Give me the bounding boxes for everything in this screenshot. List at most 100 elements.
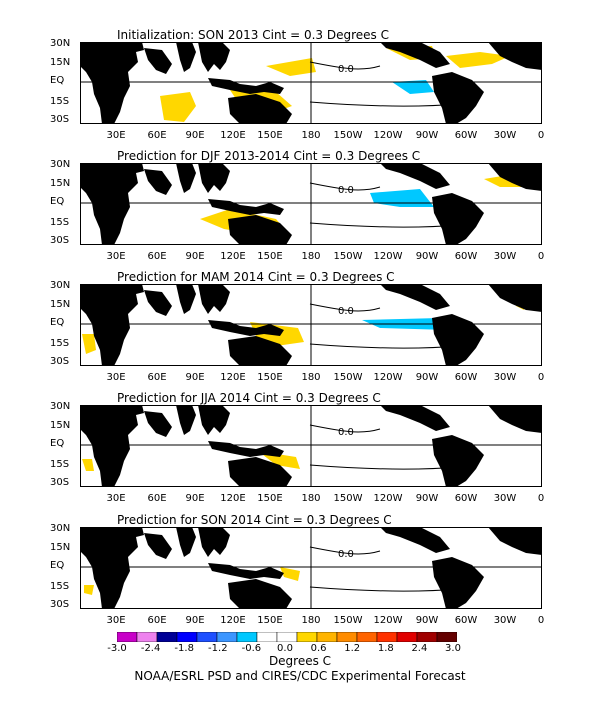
land-wafrica — [488, 284, 542, 312]
panel-title: Initialization: SON 2013 Cint = 0.3 Degr… — [117, 28, 389, 42]
longitude-label: 120E — [220, 251, 246, 262]
land-wafrica — [488, 405, 542, 433]
latitude-label: 15S — [50, 459, 70, 470]
longitude-label: 150W — [333, 251, 363, 262]
contour-line — [309, 303, 381, 312]
latitude-label: 15N — [50, 178, 71, 189]
longitude-label: 0 — [537, 251, 545, 262]
longitude-label: 90E — [185, 615, 205, 626]
land-australia — [228, 336, 292, 366]
longitude-label: 120E — [220, 615, 246, 626]
longitude-label: 0 — [537, 130, 545, 141]
latitude-label: 30S — [50, 477, 70, 488]
colorbar-tick-label: -1.2 — [208, 643, 228, 654]
longitude-label: 0 — [537, 493, 545, 504]
land-arabia — [144, 411, 172, 437]
land-australia — [228, 457, 292, 487]
sst-anomaly-map: 0.0 — [80, 527, 542, 609]
longitude-label: 90E — [185, 251, 205, 262]
colorbar-tick-label: -2.4 — [140, 643, 161, 654]
longitude-label: 90E — [185, 130, 205, 141]
longitude-label: 90E — [185, 372, 205, 383]
longitude-label: 60W — [454, 130, 478, 141]
contour-line — [309, 424, 381, 433]
land-arabia — [144, 533, 172, 559]
colorbar-swatch — [176, 631, 198, 643]
longitude-label: 90W — [415, 615, 439, 626]
land-australia — [228, 215, 292, 245]
land-seasia — [198, 284, 230, 314]
map-frame — [80, 405, 542, 487]
land-africa — [80, 42, 144, 124]
land-namerica — [380, 527, 450, 553]
colorbar-swatch — [436, 631, 458, 643]
land-namerica — [380, 405, 450, 431]
colorbar-tick-label: -1.8 — [174, 643, 194, 654]
latitude-label: 15N — [50, 57, 71, 68]
land-seasia — [198, 42, 230, 72]
contour-line — [309, 343, 461, 349]
latitude-label: 30S — [50, 235, 70, 246]
map-frame — [80, 284, 542, 366]
longitude-label: 120W — [373, 372, 403, 383]
longitude-label: 120W — [373, 615, 403, 626]
land-samerica — [432, 435, 484, 487]
land-wafrica — [488, 527, 542, 555]
longitude-label: 90W — [415, 130, 439, 141]
cold-anomaly — [392, 80, 434, 94]
longitude-label: 150E — [257, 372, 283, 383]
land-india — [176, 163, 196, 193]
contour-line — [309, 101, 461, 107]
contour-label: 0.0 — [338, 64, 354, 75]
latitude-label: EQ — [50, 438, 65, 449]
longitude-label: 180 — [301, 493, 321, 504]
colorbar-swatch — [236, 631, 258, 643]
land-seasia — [198, 405, 230, 435]
contour-label: 0.0 — [338, 306, 354, 317]
latitude-label: 30N — [50, 159, 71, 170]
panel-title: Prediction for SON 2014 Cint = 0.3 Degre… — [117, 513, 392, 527]
land-wafrica — [488, 42, 542, 70]
longitude-label: 30W — [493, 493, 517, 504]
sst-anomaly-map: 0.0 — [80, 405, 542, 487]
land-india — [176, 42, 196, 72]
latitude-label: 30S — [50, 599, 70, 610]
colorbar-swatch — [256, 631, 278, 643]
colorbar-tick-label: 1.2 — [344, 643, 361, 654]
longitude-label: 90W — [415, 251, 439, 262]
cold-anomaly — [370, 189, 434, 207]
latitude-label: 15S — [50, 581, 70, 592]
longitude-label: 60E — [147, 372, 167, 383]
forecast-panel: Initialization: SON 2013 Cint = 0.3 Degr… — [0, 28, 600, 148]
latitude-label: EQ — [50, 75, 65, 86]
latitude-label: 30N — [50, 280, 71, 291]
land-arabia — [144, 169, 172, 195]
longitude-label: 60E — [147, 493, 167, 504]
latitude-label: EQ — [50, 317, 65, 328]
forecast-panel: Prediction for MAM 2014 Cint = 0.3 Degre… — [0, 270, 600, 390]
forecast-panel: Prediction for SON 2014 Cint = 0.3 Degre… — [0, 513, 600, 633]
land-samerica — [432, 557, 484, 609]
longitude-label: 30E — [106, 615, 126, 626]
sst-anomaly-map: 0.0 — [80, 163, 542, 245]
colorbar — [116, 627, 458, 646]
land-samerica — [432, 193, 484, 245]
colorbar-swatch — [416, 631, 438, 643]
latitude-label: 15S — [50, 96, 70, 107]
land-seasia — [198, 527, 230, 557]
land-indonesia — [208, 78, 284, 94]
colorbar-swatch — [296, 631, 318, 643]
panel-title: Prediction for DJF 2013-2014 Cint = 0.3 … — [117, 149, 421, 163]
colorbar-tick-label: -3.0 — [107, 643, 127, 654]
latitude-label: 30S — [50, 356, 70, 367]
land-seasia — [198, 163, 230, 193]
warm-anomaly — [160, 92, 196, 122]
longitude-label: 180 — [301, 130, 321, 141]
map-frame — [80, 42, 542, 124]
land-australia — [228, 579, 292, 609]
colorbar-tick-label: 2.4 — [411, 643, 428, 654]
contour-line — [309, 61, 381, 70]
longitude-label: 90W — [415, 493, 439, 504]
land-namerica — [380, 284, 450, 310]
land-india — [176, 405, 196, 435]
